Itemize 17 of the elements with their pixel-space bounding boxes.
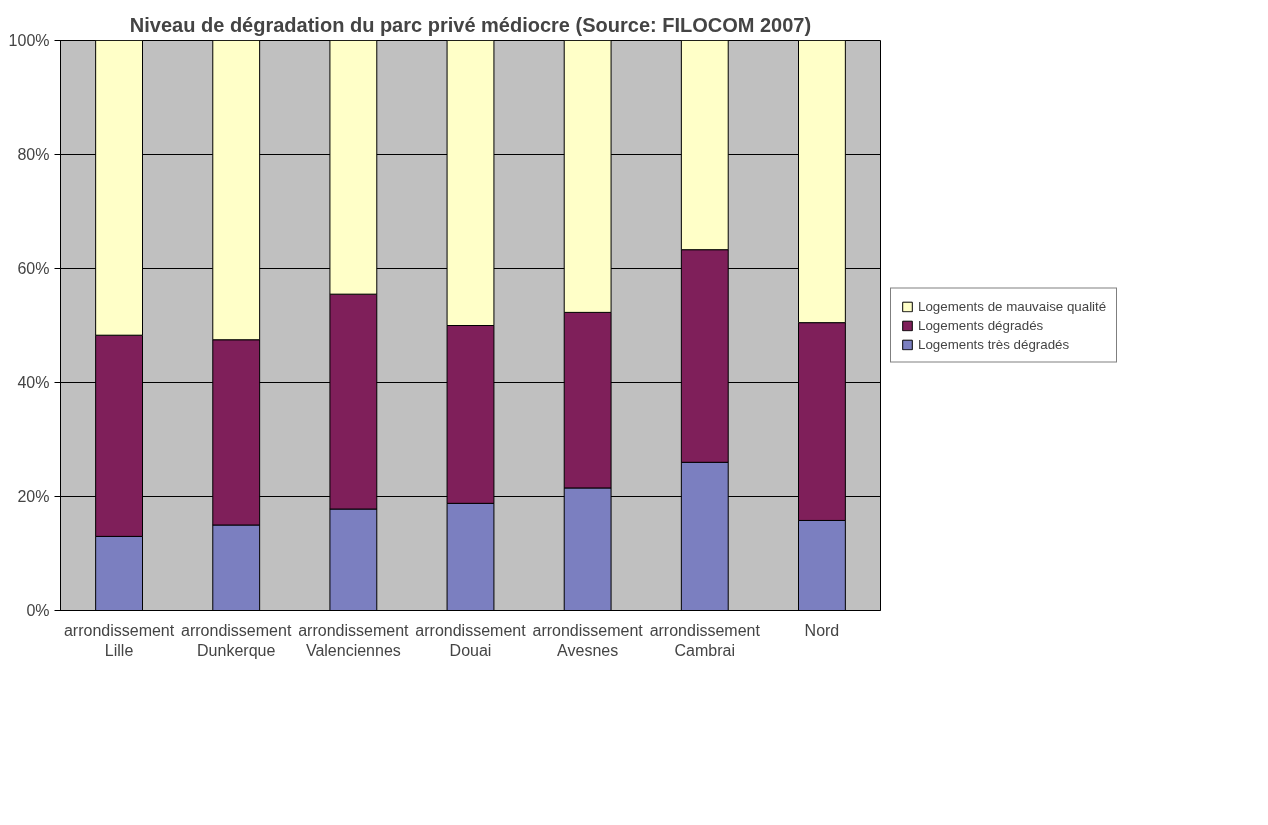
- y-tick-label: 100%: [8, 32, 50, 49]
- legend-label: Logements dégradés: [918, 317, 1044, 333]
- x-tick-label: arrondissement Lille: [63, 621, 175, 659]
- y-tick-label: 20%: [17, 488, 50, 505]
- x-tick-label: arrondissement Dunkerque: [181, 621, 292, 659]
- chart-title: Niveau de dégradation du parc privé médiocre (Source: FILOCOM 2007): [129, 13, 812, 36]
- y-tick-label: 0%: [26, 602, 50, 619]
- y-tick-label: 60%: [17, 260, 50, 277]
- x-tick-label: arrondissement Douai: [415, 621, 527, 659]
- x-tick-label: arrondissement Cambrai: [649, 621, 761, 659]
- legend-label: Logements de mauvaise qualité: [918, 298, 1107, 314]
- x-tick-label: Nord: [804, 621, 840, 639]
- x-tick-label: arrondissement Avesnes: [532, 621, 644, 659]
- x-tick-label: arrondissement Valenciennes: [298, 621, 410, 659]
- y-tick-label: 40%: [17, 374, 50, 391]
- legend-label: Logements très dégradés: [918, 336, 1070, 352]
- y-tick-label: 80%: [17, 146, 50, 163]
